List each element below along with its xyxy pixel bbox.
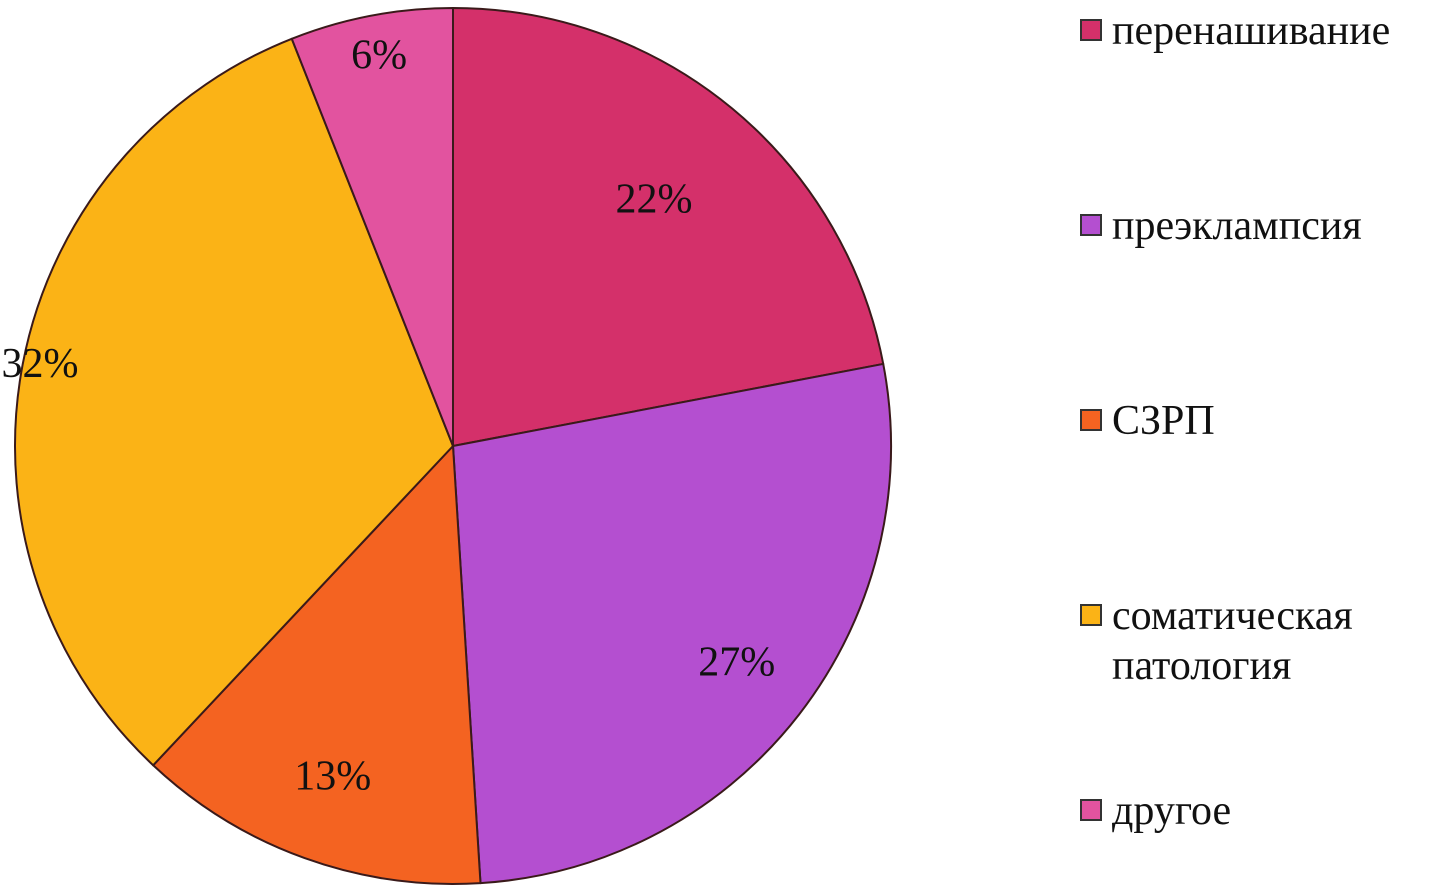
- legend-label: соматическая патология: [1112, 593, 1353, 689]
- legend-label: преэклампсия: [1112, 203, 1362, 249]
- legend-label: перенашивание: [1112, 8, 1391, 54]
- legend-item: другое: [1080, 786, 1442, 836]
- legend-swatch: [1080, 799, 1102, 821]
- legend-label: СЗРП: [1112, 398, 1215, 444]
- chart-legend: перенашивание преэклампсия СЗРП соматическа…: [1080, 0, 1450, 888]
- pie-slice: [290, 7, 454, 447]
- legend-swatch: [1080, 604, 1102, 626]
- legend-swatch: [1080, 409, 1102, 431]
- data-label: 13%: [294, 753, 371, 799]
- legend-label: другое: [1112, 788, 1232, 834]
- pie-chart: 22% 27% 13% 32% 6%: [2, 7, 892, 885]
- pie-slice: [152, 445, 482, 885]
- legend-swatch: [1080, 19, 1102, 41]
- pie-data-labels: 22% 27% 13% 32% 6%: [2, 32, 776, 799]
- pie-slices: [14, 7, 892, 885]
- data-label: 22%: [616, 177, 693, 223]
- legend-item: перенашивание: [1080, 6, 1442, 56]
- pie-slice: [452, 362, 892, 885]
- legend-item: СЗРП: [1080, 396, 1442, 446]
- data-label: 27%: [698, 640, 775, 686]
- legend-item: преэклампсия: [1080, 201, 1442, 251]
- legend-item: соматическая патология: [1080, 591, 1442, 691]
- data-label: 32%: [2, 341, 79, 387]
- data-label: 6%: [351, 32, 407, 78]
- legend-swatch: [1080, 214, 1102, 236]
- pie-slice: [452, 7, 885, 447]
- pie-slice: [14, 37, 454, 767]
